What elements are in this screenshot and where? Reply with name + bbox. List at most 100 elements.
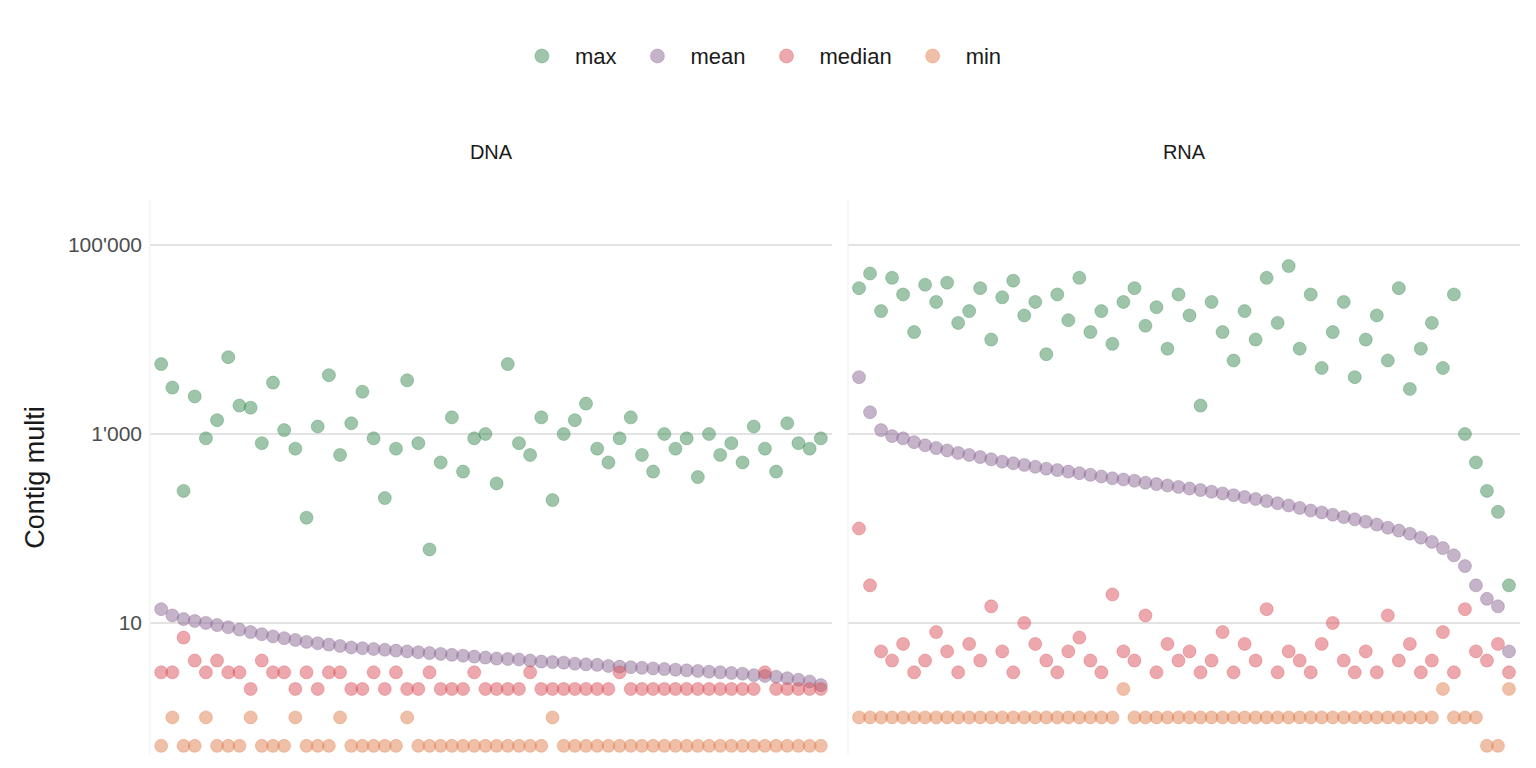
series [155, 711, 828, 752]
point [166, 666, 179, 679]
legend-item: median [780, 44, 892, 69]
point [1150, 301, 1163, 314]
point [490, 477, 503, 490]
point [758, 442, 771, 455]
point [1238, 305, 1251, 318]
point [1502, 666, 1515, 679]
chart: 101'000100'000DNAContig multiRNAmaxmeanm… [0, 0, 1536, 768]
point [725, 437, 738, 450]
point [1326, 616, 1339, 629]
series [853, 522, 1516, 679]
point [255, 437, 268, 450]
point [188, 390, 201, 403]
point [1106, 588, 1119, 601]
point [278, 424, 291, 437]
point [996, 645, 1009, 658]
point [512, 437, 525, 450]
point [177, 631, 190, 644]
point [1106, 337, 1119, 350]
legend-label: median [820, 44, 892, 69]
point [199, 666, 212, 679]
point [919, 278, 932, 291]
legend: max mean median min [535, 44, 1001, 69]
point [1128, 282, 1141, 295]
point [1161, 637, 1174, 650]
point [1040, 348, 1053, 361]
point [199, 432, 212, 445]
point [1414, 342, 1427, 355]
series [853, 371, 1516, 658]
point [602, 456, 615, 469]
point [1128, 654, 1141, 667]
point [311, 420, 324, 433]
point [1436, 626, 1449, 639]
point [244, 401, 257, 414]
point [1436, 682, 1449, 695]
point [853, 282, 866, 295]
point [1403, 382, 1416, 395]
point [1062, 645, 1075, 658]
point [1414, 666, 1427, 679]
point [334, 448, 347, 461]
point [602, 682, 615, 695]
point [591, 442, 604, 455]
point [1458, 560, 1471, 573]
point [1293, 342, 1306, 355]
point [864, 406, 877, 419]
point [875, 305, 888, 318]
point [1249, 654, 1262, 667]
point [1337, 654, 1350, 667]
point [1260, 603, 1273, 616]
legend-label: max [575, 44, 617, 69]
point [233, 739, 246, 752]
point [580, 397, 593, 410]
marks [853, 260, 1516, 753]
point [886, 271, 899, 284]
point [1458, 428, 1471, 441]
point [1491, 739, 1504, 752]
point [535, 411, 548, 424]
point [635, 448, 648, 461]
point [334, 666, 347, 679]
point [389, 666, 402, 679]
panel: 101'000100'000DNAContig multi [20, 141, 832, 755]
grid-line [848, 622, 1520, 624]
point [680, 432, 693, 445]
point [714, 448, 727, 461]
point [457, 465, 470, 478]
point [1216, 326, 1229, 339]
point [1172, 654, 1185, 667]
point [1205, 654, 1218, 667]
point [1150, 666, 1163, 679]
point [908, 666, 921, 679]
tick-label: 1'000 [91, 422, 142, 445]
point [278, 666, 291, 679]
point [1370, 309, 1383, 322]
point [401, 374, 414, 387]
legend-item: mean [650, 44, 745, 69]
point [1392, 654, 1405, 667]
point [736, 456, 749, 469]
point [1447, 549, 1460, 562]
point [557, 428, 570, 441]
series [155, 351, 828, 556]
point [1194, 666, 1207, 679]
point [669, 442, 682, 455]
point [1095, 666, 1108, 679]
tick-label: 10 [119, 611, 142, 634]
point [1359, 333, 1372, 346]
point [1282, 645, 1295, 658]
point [1194, 399, 1207, 412]
point [1106, 711, 1119, 724]
point [613, 432, 626, 445]
legend-item: min [926, 44, 1001, 69]
point [647, 465, 660, 478]
point [747, 682, 760, 695]
point [1293, 654, 1306, 667]
point [1491, 505, 1504, 518]
point [1480, 592, 1493, 605]
point [166, 381, 179, 394]
point [1249, 333, 1262, 346]
point [1381, 354, 1394, 367]
point [468, 666, 481, 679]
